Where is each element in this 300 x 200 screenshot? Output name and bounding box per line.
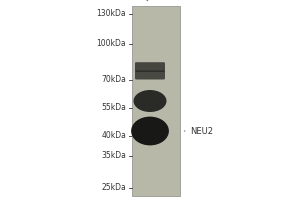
Text: 55kDa: 55kDa xyxy=(101,104,126,112)
Ellipse shape xyxy=(134,90,166,112)
Text: 130kDa: 130kDa xyxy=(96,9,126,19)
Ellipse shape xyxy=(131,117,169,145)
FancyBboxPatch shape xyxy=(132,6,180,196)
Text: NEU2: NEU2 xyxy=(184,127,214,136)
Text: 100kDa: 100kDa xyxy=(96,40,126,48)
Text: 70kDa: 70kDa xyxy=(101,75,126,84)
FancyBboxPatch shape xyxy=(135,70,165,79)
Text: 35kDa: 35kDa xyxy=(101,152,126,160)
FancyBboxPatch shape xyxy=(135,62,165,72)
Text: 40kDa: 40kDa xyxy=(101,132,126,140)
Text: 25kDa: 25kDa xyxy=(101,184,126,192)
Text: Raji: Raji xyxy=(141,0,159,3)
